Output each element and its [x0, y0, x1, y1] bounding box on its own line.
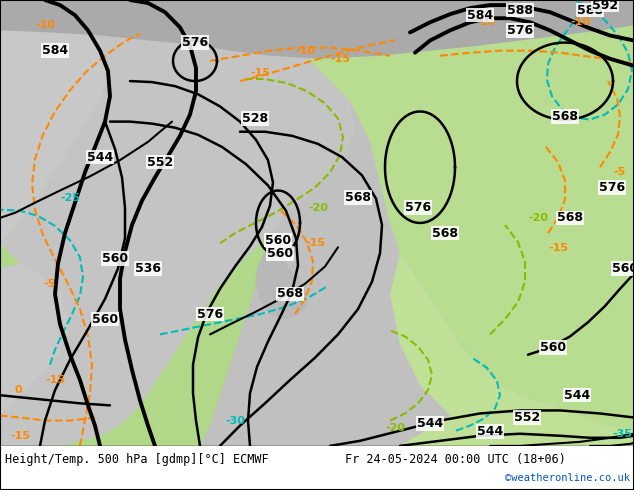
- Text: 544: 544: [477, 425, 503, 438]
- Text: 560: 560: [612, 262, 634, 275]
- Text: 568: 568: [552, 110, 578, 123]
- Text: 0: 0: [14, 385, 22, 395]
- Text: -35: -35: [612, 429, 632, 439]
- Text: -10: -10: [35, 21, 55, 30]
- Text: Fr 24-05-2024 00:00 UTC (18+06): Fr 24-05-2024 00:00 UTC (18+06): [345, 453, 566, 466]
- Text: 560: 560: [92, 313, 118, 326]
- Text: 544: 544: [417, 417, 443, 430]
- Text: -20: -20: [528, 213, 548, 223]
- Text: ©weatheronline.co.uk: ©weatheronline.co.uk: [505, 473, 630, 483]
- Text: 576: 576: [197, 308, 223, 320]
- Text: 576: 576: [405, 201, 431, 214]
- Text: 544: 544: [564, 389, 590, 402]
- Polygon shape: [0, 0, 355, 446]
- Text: -15: -15: [305, 238, 325, 248]
- Text: 552: 552: [514, 411, 540, 424]
- Text: 588: 588: [577, 3, 603, 17]
- Text: -5: -5: [614, 167, 626, 177]
- Text: 552: 552: [147, 156, 173, 169]
- Text: -15: -15: [330, 54, 350, 64]
- Text: 568: 568: [557, 211, 583, 224]
- Polygon shape: [0, 0, 110, 416]
- Text: 584: 584: [467, 9, 493, 22]
- Text: 584: 584: [42, 44, 68, 57]
- Text: 576: 576: [182, 36, 208, 49]
- Text: -10: -10: [475, 17, 495, 27]
- Text: 588: 588: [507, 3, 533, 17]
- Text: 536: 536: [135, 262, 161, 275]
- Text: 560: 560: [267, 247, 293, 260]
- Text: 560: 560: [102, 252, 128, 265]
- Text: 544: 544: [87, 150, 113, 164]
- Text: 568: 568: [345, 191, 371, 204]
- Text: -15: -15: [548, 244, 568, 253]
- Text: 568: 568: [432, 226, 458, 240]
- Text: -10: -10: [570, 17, 590, 27]
- Text: 592: 592: [592, 0, 618, 12]
- Text: 560: 560: [265, 234, 291, 246]
- Text: 576: 576: [507, 24, 533, 37]
- Text: -20: -20: [385, 423, 405, 433]
- Text: -10: -10: [295, 46, 315, 56]
- Text: 568: 568: [277, 288, 303, 300]
- Text: -15: -15: [10, 431, 30, 441]
- Text: -15: -15: [45, 375, 65, 385]
- Text: 528: 528: [242, 112, 268, 125]
- Text: -20: -20: [308, 203, 328, 213]
- Text: 576: 576: [599, 181, 625, 194]
- Text: -15: -15: [250, 68, 270, 78]
- Polygon shape: [250, 289, 380, 395]
- Polygon shape: [390, 253, 634, 446]
- Polygon shape: [0, 0, 275, 446]
- Text: 560: 560: [540, 341, 566, 354]
- Polygon shape: [0, 0, 634, 59]
- Polygon shape: [160, 0, 634, 431]
- Text: -5: -5: [44, 279, 56, 289]
- Text: Height/Temp. 500 hPa [gdmp][°C] ECMWF: Height/Temp. 500 hPa [gdmp][°C] ECMWF: [5, 453, 269, 466]
- Text: -30: -30: [225, 416, 245, 425]
- Text: -25: -25: [60, 193, 80, 202]
- Polygon shape: [255, 243, 308, 319]
